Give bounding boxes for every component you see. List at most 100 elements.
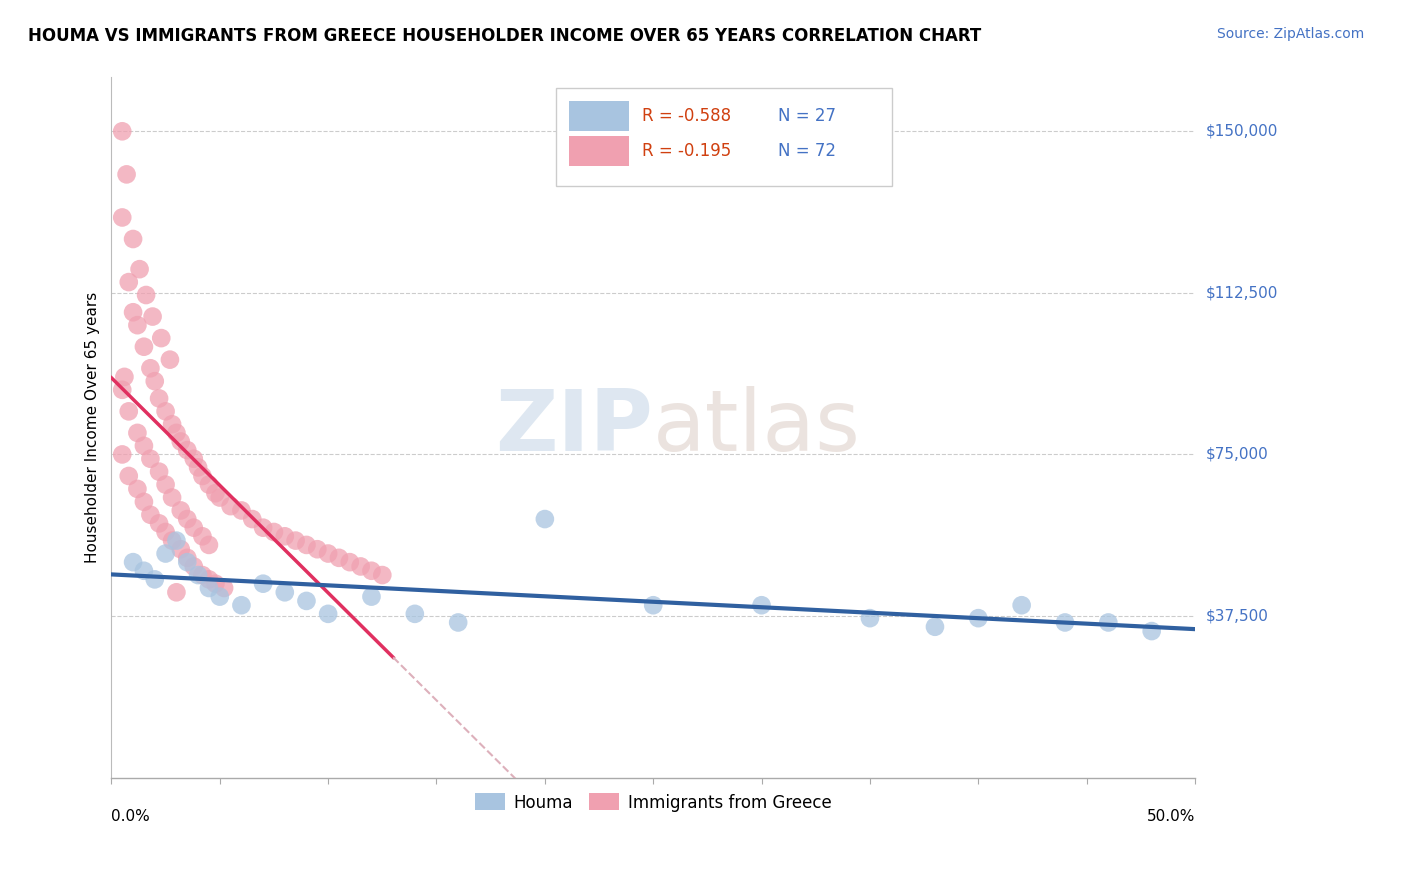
Point: [176, 443, 198, 458]
Point: [360, 564, 382, 578]
Point: [118, 469, 141, 483]
Text: atlas: atlas: [654, 386, 862, 469]
Point: [112, 370, 135, 384]
Point: [165, 585, 187, 599]
Point: [274, 585, 297, 599]
Point: [155, 547, 177, 561]
Point: [111, 447, 134, 461]
FancyBboxPatch shape: [555, 88, 891, 186]
Point: [122, 305, 145, 319]
Point: [139, 451, 162, 466]
Text: Source: ZipAtlas.com: Source: ZipAtlas.com: [1216, 27, 1364, 41]
Point: [1011, 599, 1033, 613]
Point: [132, 439, 155, 453]
Point: [170, 503, 193, 517]
Point: [316, 607, 339, 621]
Point: [111, 211, 134, 225]
Point: [183, 451, 205, 466]
Point: [1053, 615, 1076, 630]
Point: [350, 559, 373, 574]
Point: [170, 542, 193, 557]
Point: [204, 486, 226, 500]
Point: [859, 611, 882, 625]
Text: R = -0.195: R = -0.195: [643, 142, 731, 160]
Point: [751, 599, 773, 613]
Point: [191, 469, 214, 483]
Point: [231, 503, 253, 517]
Point: [150, 331, 173, 345]
Point: [208, 590, 231, 604]
Y-axis label: Householder Income Over 65 years: Householder Income Over 65 years: [86, 292, 100, 563]
Point: [132, 564, 155, 578]
Point: [274, 529, 297, 543]
Text: 50.0%: 50.0%: [1147, 809, 1195, 824]
Point: [208, 491, 231, 505]
Point: [155, 404, 177, 418]
Point: [284, 533, 307, 548]
Point: [307, 542, 329, 557]
Point: [183, 559, 205, 574]
Point: [160, 417, 183, 432]
Point: [132, 340, 155, 354]
Point: [231, 599, 253, 613]
Point: [148, 392, 170, 406]
Point: [252, 576, 274, 591]
Text: 0.0%: 0.0%: [111, 809, 150, 824]
Point: [135, 288, 157, 302]
Point: [198, 573, 221, 587]
Point: [360, 590, 382, 604]
Text: HOUMA VS IMMIGRANTS FROM GREECE HOUSEHOLDER INCOME OVER 65 YEARS CORRELATION CHA: HOUMA VS IMMIGRANTS FROM GREECE HOUSEHOL…: [28, 27, 981, 45]
Point: [252, 521, 274, 535]
Point: [118, 404, 141, 418]
Point: [160, 533, 183, 548]
Point: [534, 512, 557, 526]
Point: [159, 352, 181, 367]
Point: [111, 383, 134, 397]
Point: [115, 167, 138, 181]
Point: [198, 538, 221, 552]
Point: [187, 568, 209, 582]
Text: N = 27: N = 27: [778, 107, 835, 125]
Point: [132, 495, 155, 509]
Point: [122, 232, 145, 246]
Point: [1097, 615, 1119, 630]
Point: [176, 550, 198, 565]
Point: [183, 521, 205, 535]
Point: [118, 275, 141, 289]
Point: [924, 620, 946, 634]
Point: [198, 581, 221, 595]
Point: [263, 524, 285, 539]
Point: [142, 310, 165, 324]
Point: [160, 491, 183, 505]
Point: [143, 374, 166, 388]
Point: [328, 550, 350, 565]
Point: [155, 477, 177, 491]
Point: [139, 508, 162, 522]
Point: [139, 361, 162, 376]
Point: [187, 460, 209, 475]
Text: ZIP: ZIP: [495, 386, 654, 469]
Point: [295, 594, 318, 608]
Point: [128, 262, 150, 277]
Point: [219, 499, 242, 513]
Point: [155, 524, 177, 539]
Point: [122, 555, 145, 569]
Point: [111, 124, 134, 138]
Point: [165, 533, 187, 548]
Text: $112,500: $112,500: [1206, 285, 1278, 301]
Text: $37,500: $37,500: [1206, 608, 1270, 624]
Point: [316, 547, 339, 561]
Point: [1140, 624, 1163, 638]
Point: [191, 568, 214, 582]
Point: [212, 581, 235, 595]
Point: [339, 555, 361, 569]
Point: [191, 529, 214, 543]
Point: [447, 615, 470, 630]
Text: R = -0.588: R = -0.588: [643, 107, 731, 125]
Point: [127, 425, 149, 440]
Text: $75,000: $75,000: [1206, 447, 1268, 462]
FancyBboxPatch shape: [568, 136, 630, 166]
Text: $150,000: $150,000: [1206, 124, 1278, 139]
Point: [967, 611, 990, 625]
Point: [127, 482, 149, 496]
